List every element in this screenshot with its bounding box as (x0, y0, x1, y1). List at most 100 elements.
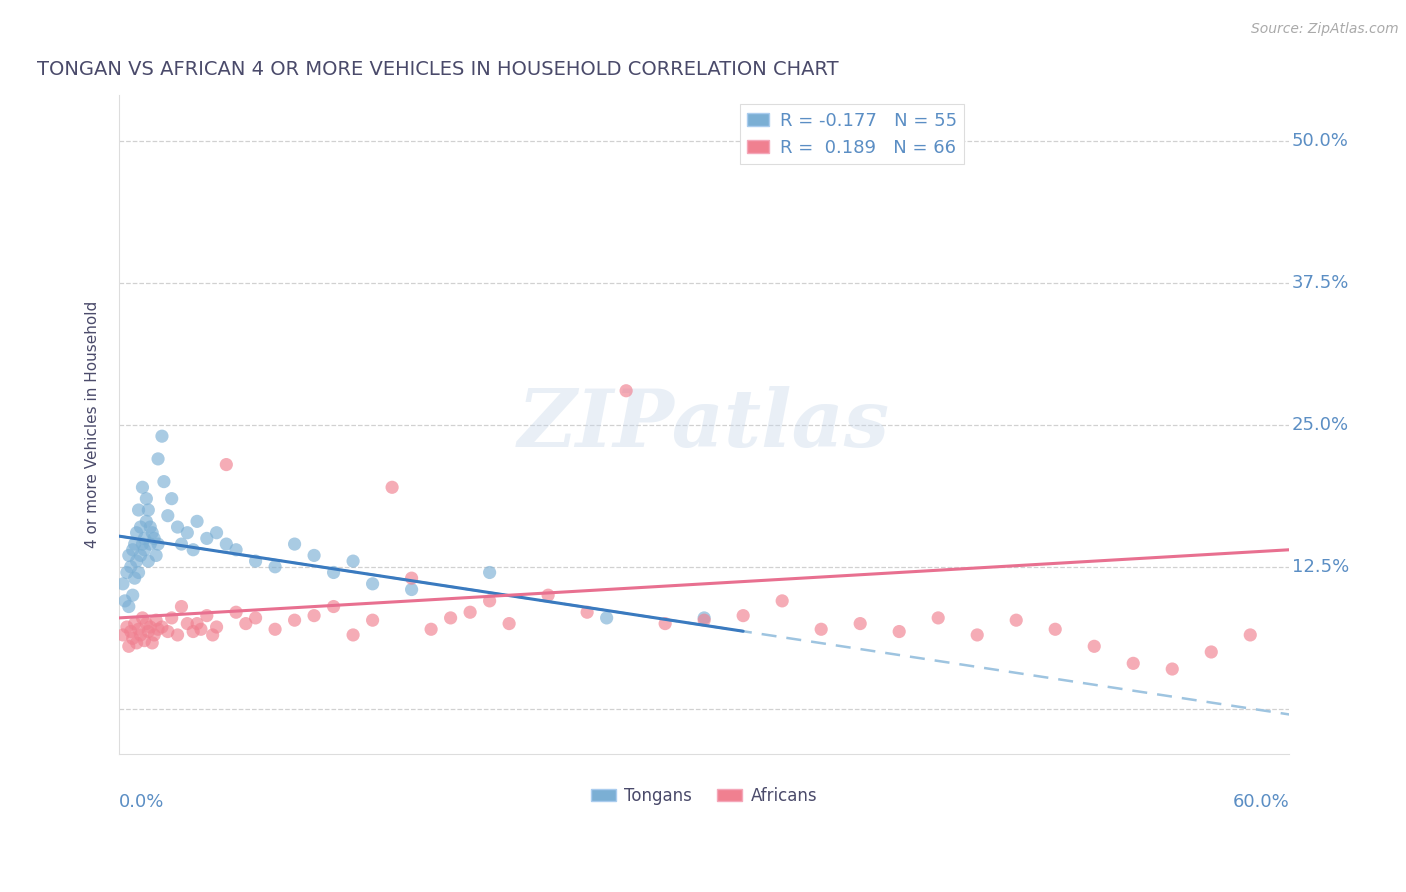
Point (478, 594, 501, 608)
Point (1161, 662, 1184, 676)
Point (264, 622, 287, 636)
Point (146, 451, 169, 466)
Point (693, 611, 716, 625)
Point (889, 624, 911, 639)
Point (115, 566, 138, 580)
Point (225, 605, 247, 619)
Point (186, 616, 208, 631)
Text: 37.5%: 37.5% (1292, 274, 1348, 292)
Point (810, 622, 832, 636)
Point (150, 620, 173, 634)
Point (125, 554, 148, 568)
Point (125, 636, 148, 650)
Point (322, 599, 344, 614)
Point (121, 632, 143, 646)
Point (139, 520, 162, 534)
Point (654, 616, 676, 631)
Point (302, 608, 325, 623)
Point (849, 616, 872, 631)
Point (381, 480, 404, 494)
Point (205, 620, 228, 634)
Point (118, 549, 141, 563)
Point (150, 429, 173, 443)
Point (205, 525, 228, 540)
Point (120, 559, 142, 574)
Point (121, 588, 143, 602)
Point (153, 475, 176, 489)
Point (160, 611, 183, 625)
Point (118, 640, 141, 654)
Point (498, 616, 520, 631)
Point (136, 554, 159, 568)
Point (770, 594, 793, 608)
Point (128, 503, 150, 517)
Point (458, 605, 481, 619)
Point (201, 628, 224, 642)
Point (124, 571, 146, 585)
Text: 12.5%: 12.5% (1292, 558, 1348, 576)
Point (143, 628, 166, 642)
Point (146, 537, 169, 551)
Text: 50.0%: 50.0% (1292, 132, 1348, 150)
Point (114, 594, 136, 608)
Point (537, 588, 560, 602)
Point (439, 611, 461, 625)
Point (145, 613, 167, 627)
Legend: Tongans, Africans: Tongans, Africans (585, 780, 824, 812)
Point (264, 559, 287, 574)
Point (245, 611, 267, 625)
Text: TONGAN VS AFRICAN 4 OR MORE VEHICLES IN HOUSEHOLD CORRELATION CHART: TONGAN VS AFRICAN 4 OR MORE VEHICLES IN … (37, 60, 839, 78)
Point (176, 616, 198, 631)
Point (124, 537, 146, 551)
Point (170, 537, 193, 551)
Point (284, 613, 307, 627)
Point (124, 616, 146, 631)
Point (141, 525, 163, 540)
Point (156, 508, 179, 523)
Point (166, 628, 188, 642)
Point (181, 542, 204, 557)
Point (195, 608, 218, 623)
Point (129, 520, 152, 534)
Text: 0.0%: 0.0% (120, 793, 165, 811)
Point (115, 620, 138, 634)
Point (225, 542, 247, 557)
Point (111, 577, 134, 591)
Point (131, 611, 153, 625)
Point (614, 384, 637, 398)
Point (170, 599, 193, 614)
Point (160, 491, 183, 506)
Point (139, 620, 162, 634)
Point (128, 566, 150, 580)
Point (478, 566, 501, 580)
Point (1199, 645, 1222, 659)
Point (1083, 640, 1105, 654)
Point (131, 537, 153, 551)
Point (420, 622, 443, 636)
Point (215, 537, 238, 551)
Point (215, 458, 238, 472)
Text: ZIPatlas: ZIPatlas (517, 386, 890, 464)
Point (401, 582, 423, 597)
Point (322, 566, 344, 580)
Point (135, 491, 157, 506)
Point (128, 622, 150, 636)
Point (125, 525, 148, 540)
Point (166, 520, 188, 534)
Point (134, 532, 156, 546)
Point (156, 624, 179, 639)
Point (1122, 657, 1144, 671)
Point (195, 532, 218, 546)
Point (118, 599, 141, 614)
Point (129, 628, 152, 642)
Point (181, 624, 204, 639)
Point (235, 616, 257, 631)
Point (693, 613, 716, 627)
Point (136, 624, 159, 639)
Point (966, 628, 988, 642)
Point (1045, 622, 1067, 636)
Point (401, 571, 423, 585)
Point (927, 611, 949, 625)
Point (139, 537, 162, 551)
Point (143, 532, 166, 546)
